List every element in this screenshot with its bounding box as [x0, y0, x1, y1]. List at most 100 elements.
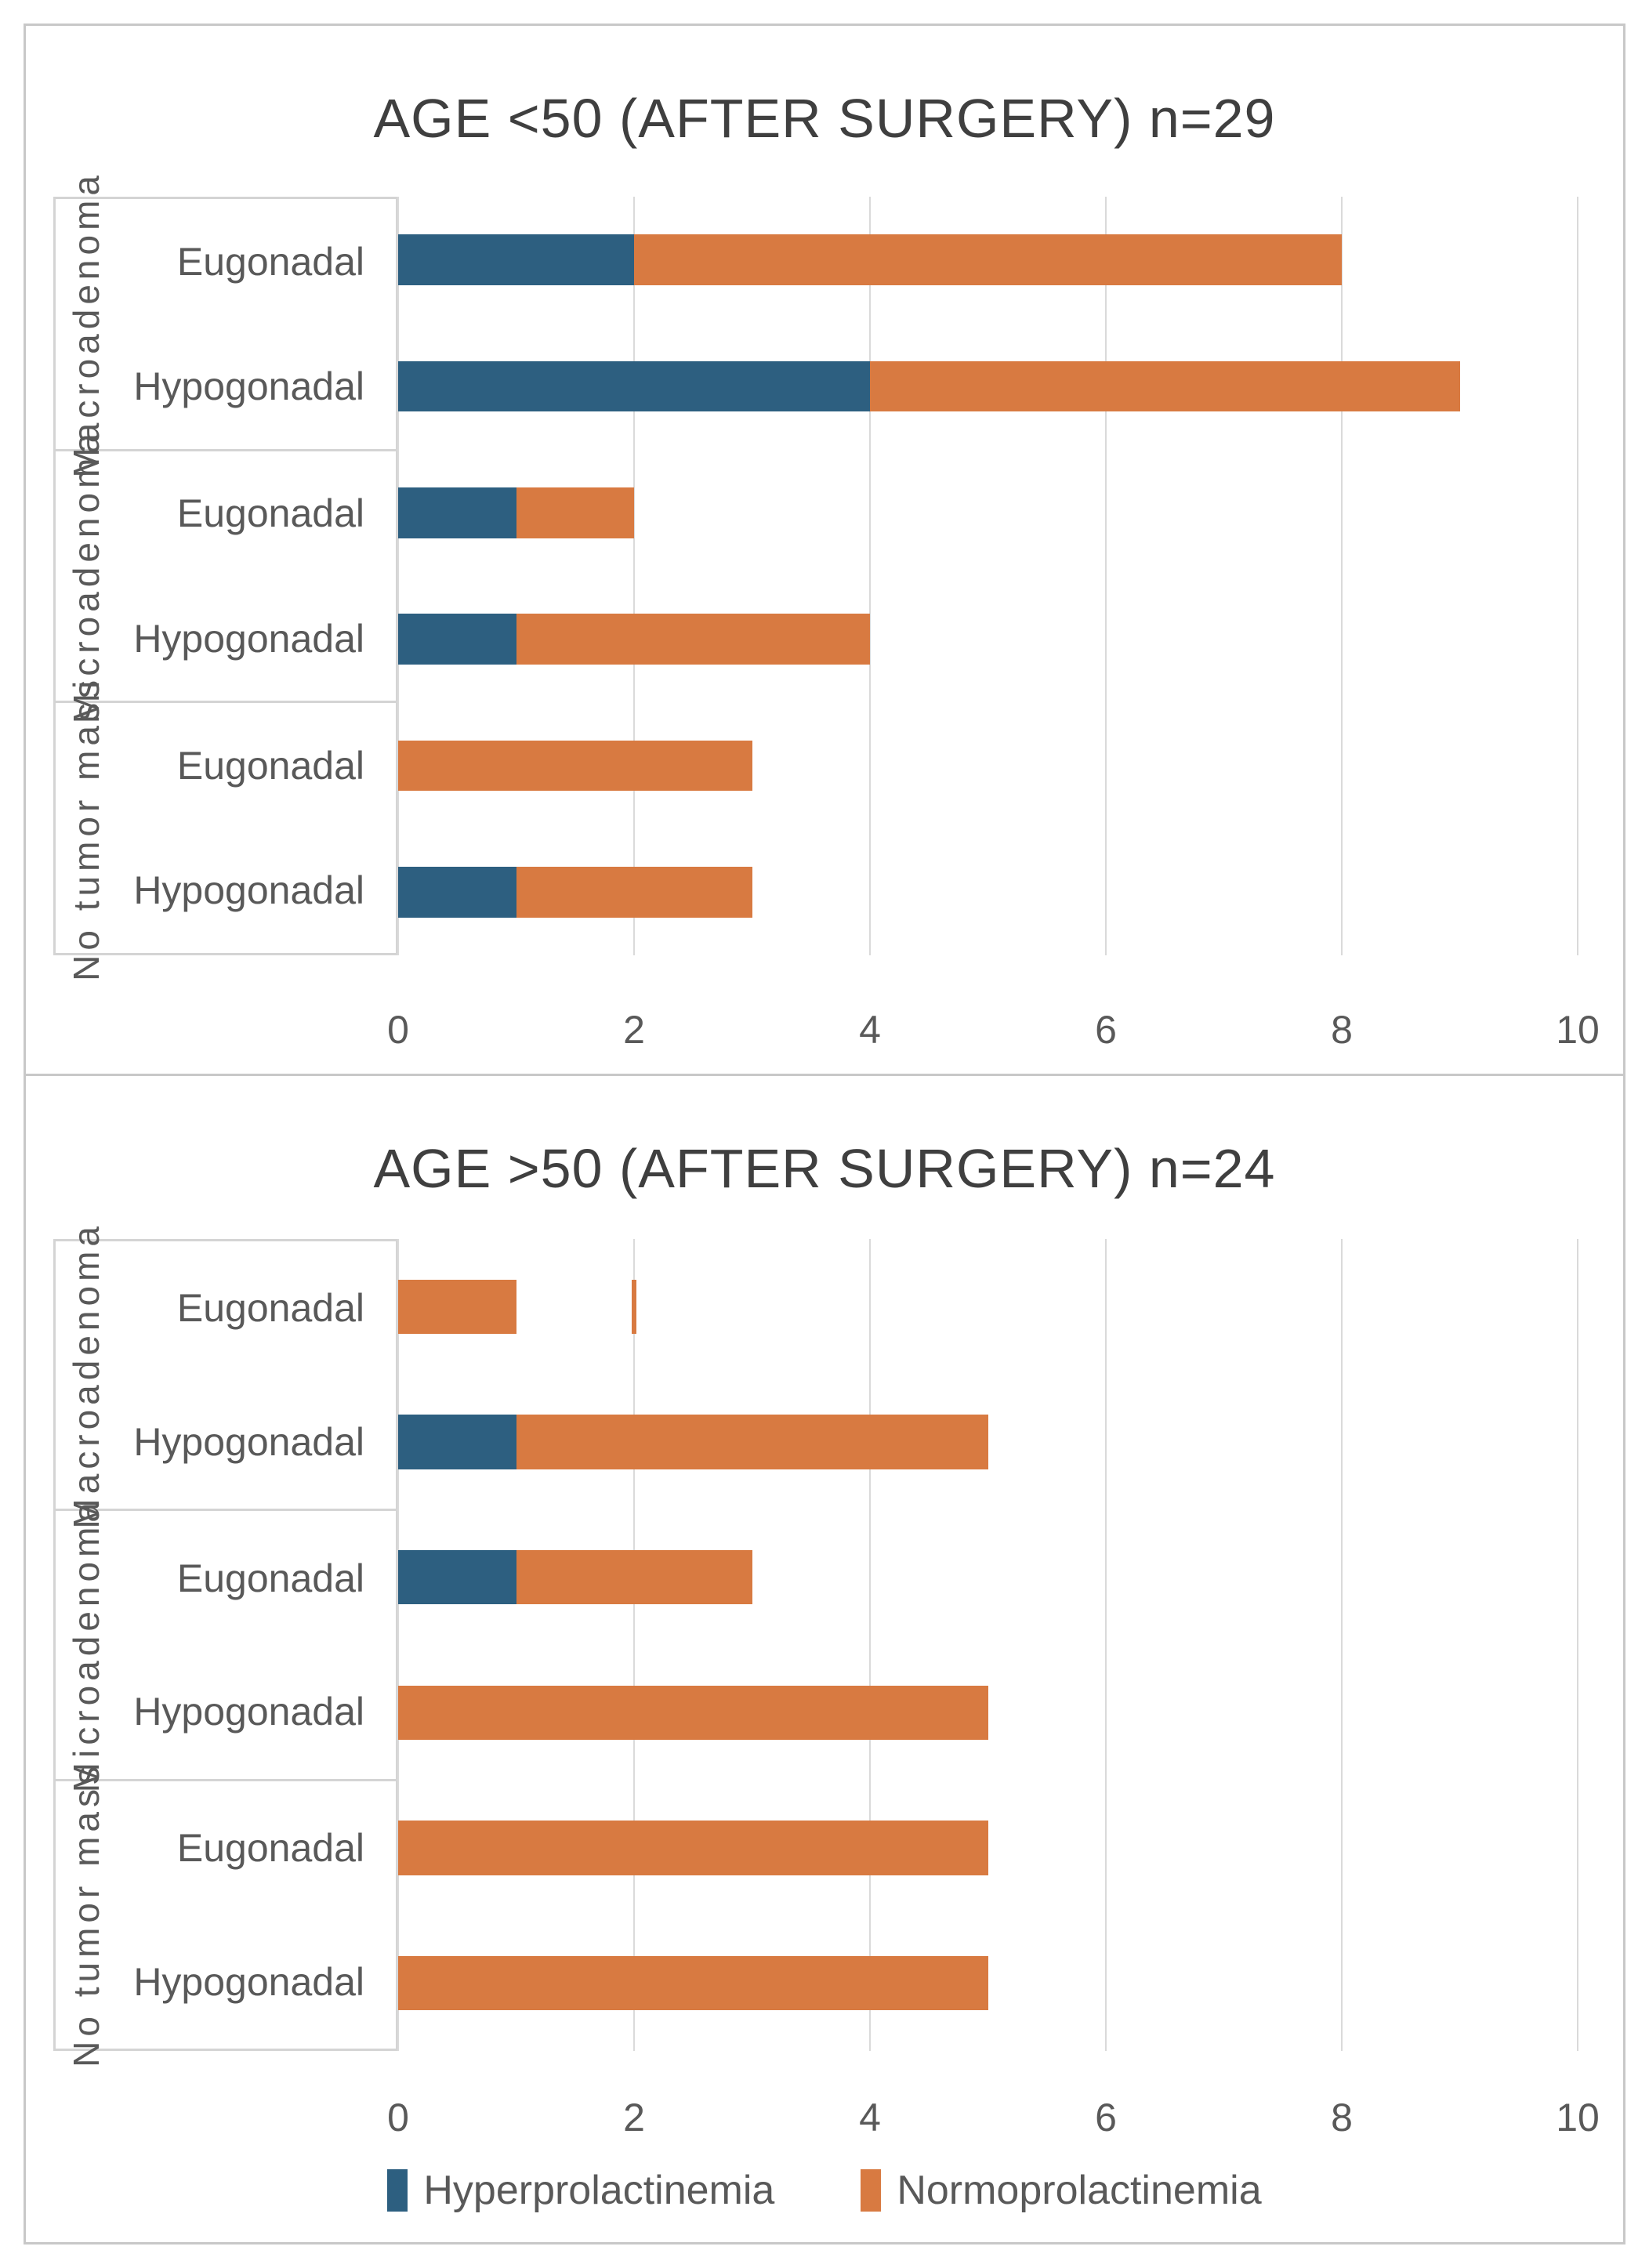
gridline	[633, 1239, 635, 2051]
category-label: Eugonadal	[176, 1556, 364, 1600]
bar-row	[398, 197, 1578, 323]
bar-segment-normoprolactinemia	[516, 1415, 988, 1469]
gridline	[869, 1239, 871, 2051]
stacked-bar	[398, 1550, 1578, 1605]
bar-row	[398, 450, 1578, 576]
bar-row	[398, 1645, 1578, 1781]
category-labels: Eugonadal Hypogonadal	[117, 703, 396, 953]
bar-segment-hyperprolactinemia	[398, 234, 634, 285]
gridline	[1105, 1239, 1107, 2051]
x-tick-label: 10	[1556, 1008, 1600, 1052]
category-group: Microadenoma Eugonadal Hypogonadal	[56, 1498, 396, 1792]
bar-segment-normoprolactinemia	[398, 1685, 988, 1740]
x-tick-label: 10	[1556, 2096, 1600, 2139]
category-label: Eugonadal	[176, 744, 364, 788]
chart-title: AGE <50 (AFTER SURGERY) n=29	[373, 88, 1276, 149]
stacked-bar	[398, 1415, 1578, 1469]
bar-segment-normoprolactinemia	[516, 867, 752, 918]
x-tick-label: 4	[859, 1008, 881, 1052]
stray-bar-artifact	[632, 1279, 636, 1334]
plot-area	[397, 197, 1578, 955]
x-tick-label: 2	[623, 2096, 645, 2139]
category-label: Eugonadal	[176, 491, 364, 536]
group-label: No tumor mass	[56, 676, 117, 981]
bar-segment-hyperprolactinemia	[398, 487, 516, 538]
gridline	[397, 1239, 399, 2051]
category-group: Macroadenoma Eugonadal Hypogonadal	[56, 1222, 396, 1529]
gridline	[633, 197, 635, 955]
bar-segment-normoprolactinemia	[516, 487, 634, 538]
x-axis-ticks: 0 2 4 6 8 10	[387, 2095, 1600, 2142]
category-label: Eugonadal	[176, 239, 364, 284]
chart-panel-age-over-50: AGE >50 (AFTER SURGERY) n=24 Macroadenom…	[26, 1076, 1623, 2242]
stacked-bar	[398, 487, 1578, 538]
bar-segment-normoprolactinemia	[634, 234, 1342, 285]
bar-segment-normoprolactinemia	[398, 1279, 516, 1334]
category-group: No tumor mass Eugonadal Hypogonadal	[56, 676, 396, 981]
gridline	[869, 197, 871, 955]
bar-row	[398, 702, 1578, 828]
legend-item-normoprolactinemia: Normoprolactinemia	[861, 2167, 1262, 2214]
bar-segment-normoprolactinemia	[398, 1821, 988, 1875]
bar-segment-normoprolactinemia	[398, 1956, 988, 2011]
group-label: Microadenoma	[56, 1498, 117, 1792]
gridline	[1341, 197, 1343, 955]
category-group: Macroadenoma Eugonadal Hypogonadal	[56, 171, 396, 478]
group-label-text: Macroadenoma	[66, 1221, 107, 1529]
bar-row	[398, 1375, 1578, 1510]
stacked-bar	[398, 1685, 1578, 1740]
category-axis: Macroadenoma Eugonadal Hypogonadal Microade…	[53, 171, 398, 981]
panel-divider	[24, 1074, 1625, 1076]
bar-row	[398, 1239, 1578, 1375]
x-tick-label: 4	[859, 2096, 881, 2139]
x-tick-label: 6	[1095, 1008, 1117, 1052]
group-label: Macroadenoma	[56, 171, 117, 478]
group-label: Macroadenoma	[56, 1222, 117, 1529]
gridline	[1577, 197, 1578, 955]
category-group: No tumor mass Eugonadal Hypogonadal	[56, 1762, 396, 2067]
group-label-text: No tumor mass	[66, 1762, 107, 2068]
gridline	[397, 197, 399, 955]
bar-row	[398, 323, 1578, 449]
stacked-bar	[398, 614, 1578, 665]
category-label: Hypogonadal	[133, 616, 364, 661]
category-label: Hypogonadal	[133, 868, 364, 913]
legend-swatch-hyperprolactinemia	[387, 2169, 408, 2212]
x-tick-label: 2	[623, 1008, 645, 1052]
stacked-bar	[398, 234, 1578, 285]
stacked-bar	[398, 740, 1578, 792]
category-label: Eugonadal	[176, 1286, 364, 1331]
category-labels: Eugonadal Hypogonadal	[117, 1511, 396, 1778]
bar-segment-hyperprolactinemia	[398, 614, 516, 665]
category-label: Hypogonadal	[133, 1420, 364, 1464]
bar-row	[398, 829, 1578, 955]
category-label: Eugonadal	[176, 1825, 364, 1870]
stacked-bar	[398, 867, 1578, 918]
group-label-text: Microadenoma	[66, 1497, 107, 1793]
category-labels: Eugonadal Hypogonadal	[117, 1781, 396, 2049]
x-axis-ticks: 0 2 4 6 8 10	[387, 1007, 1600, 1054]
category-label: Hypogonadal	[133, 1690, 364, 1734]
category-labels: Eugonadal Hypogonadal	[117, 1241, 396, 1509]
category-labels: Eugonadal Hypogonadal	[117, 199, 396, 449]
bar-segment-normoprolactinemia	[516, 614, 870, 665]
legend-label: Normoprolactinemia	[897, 2168, 1262, 2213]
bar-segment-hyperprolactinemia	[398, 1550, 516, 1605]
bar-segment-normoprolactinemia	[398, 740, 752, 792]
bar-segment-hyperprolactinemia	[398, 1415, 516, 1469]
group-label: No tumor mass	[56, 1762, 117, 2067]
category-label: Hypogonadal	[133, 364, 364, 409]
category-axis: Macroadenoma Eugonadal Hypogonadal Microade…	[53, 1222, 398, 2067]
category-label: Hypogonadal	[133, 1959, 364, 2004]
gridline	[1341, 1239, 1343, 2051]
x-tick-label: 6	[1095, 2096, 1117, 2139]
x-tick-label: 8	[1331, 1008, 1353, 1052]
plot-area	[397, 1239, 1578, 2051]
x-tick-label: 0	[387, 2096, 409, 2139]
bar-segment-normoprolactinemia	[870, 360, 1460, 412]
bar-row	[398, 576, 1578, 702]
category-labels: Eugonadal Hypogonadal	[117, 451, 396, 701]
gridline	[1577, 1239, 1578, 2051]
legend-item-hyperprolactinemia: Hyperprolactinemia	[387, 2167, 774, 2214]
stacked-bar	[398, 1956, 1578, 2011]
